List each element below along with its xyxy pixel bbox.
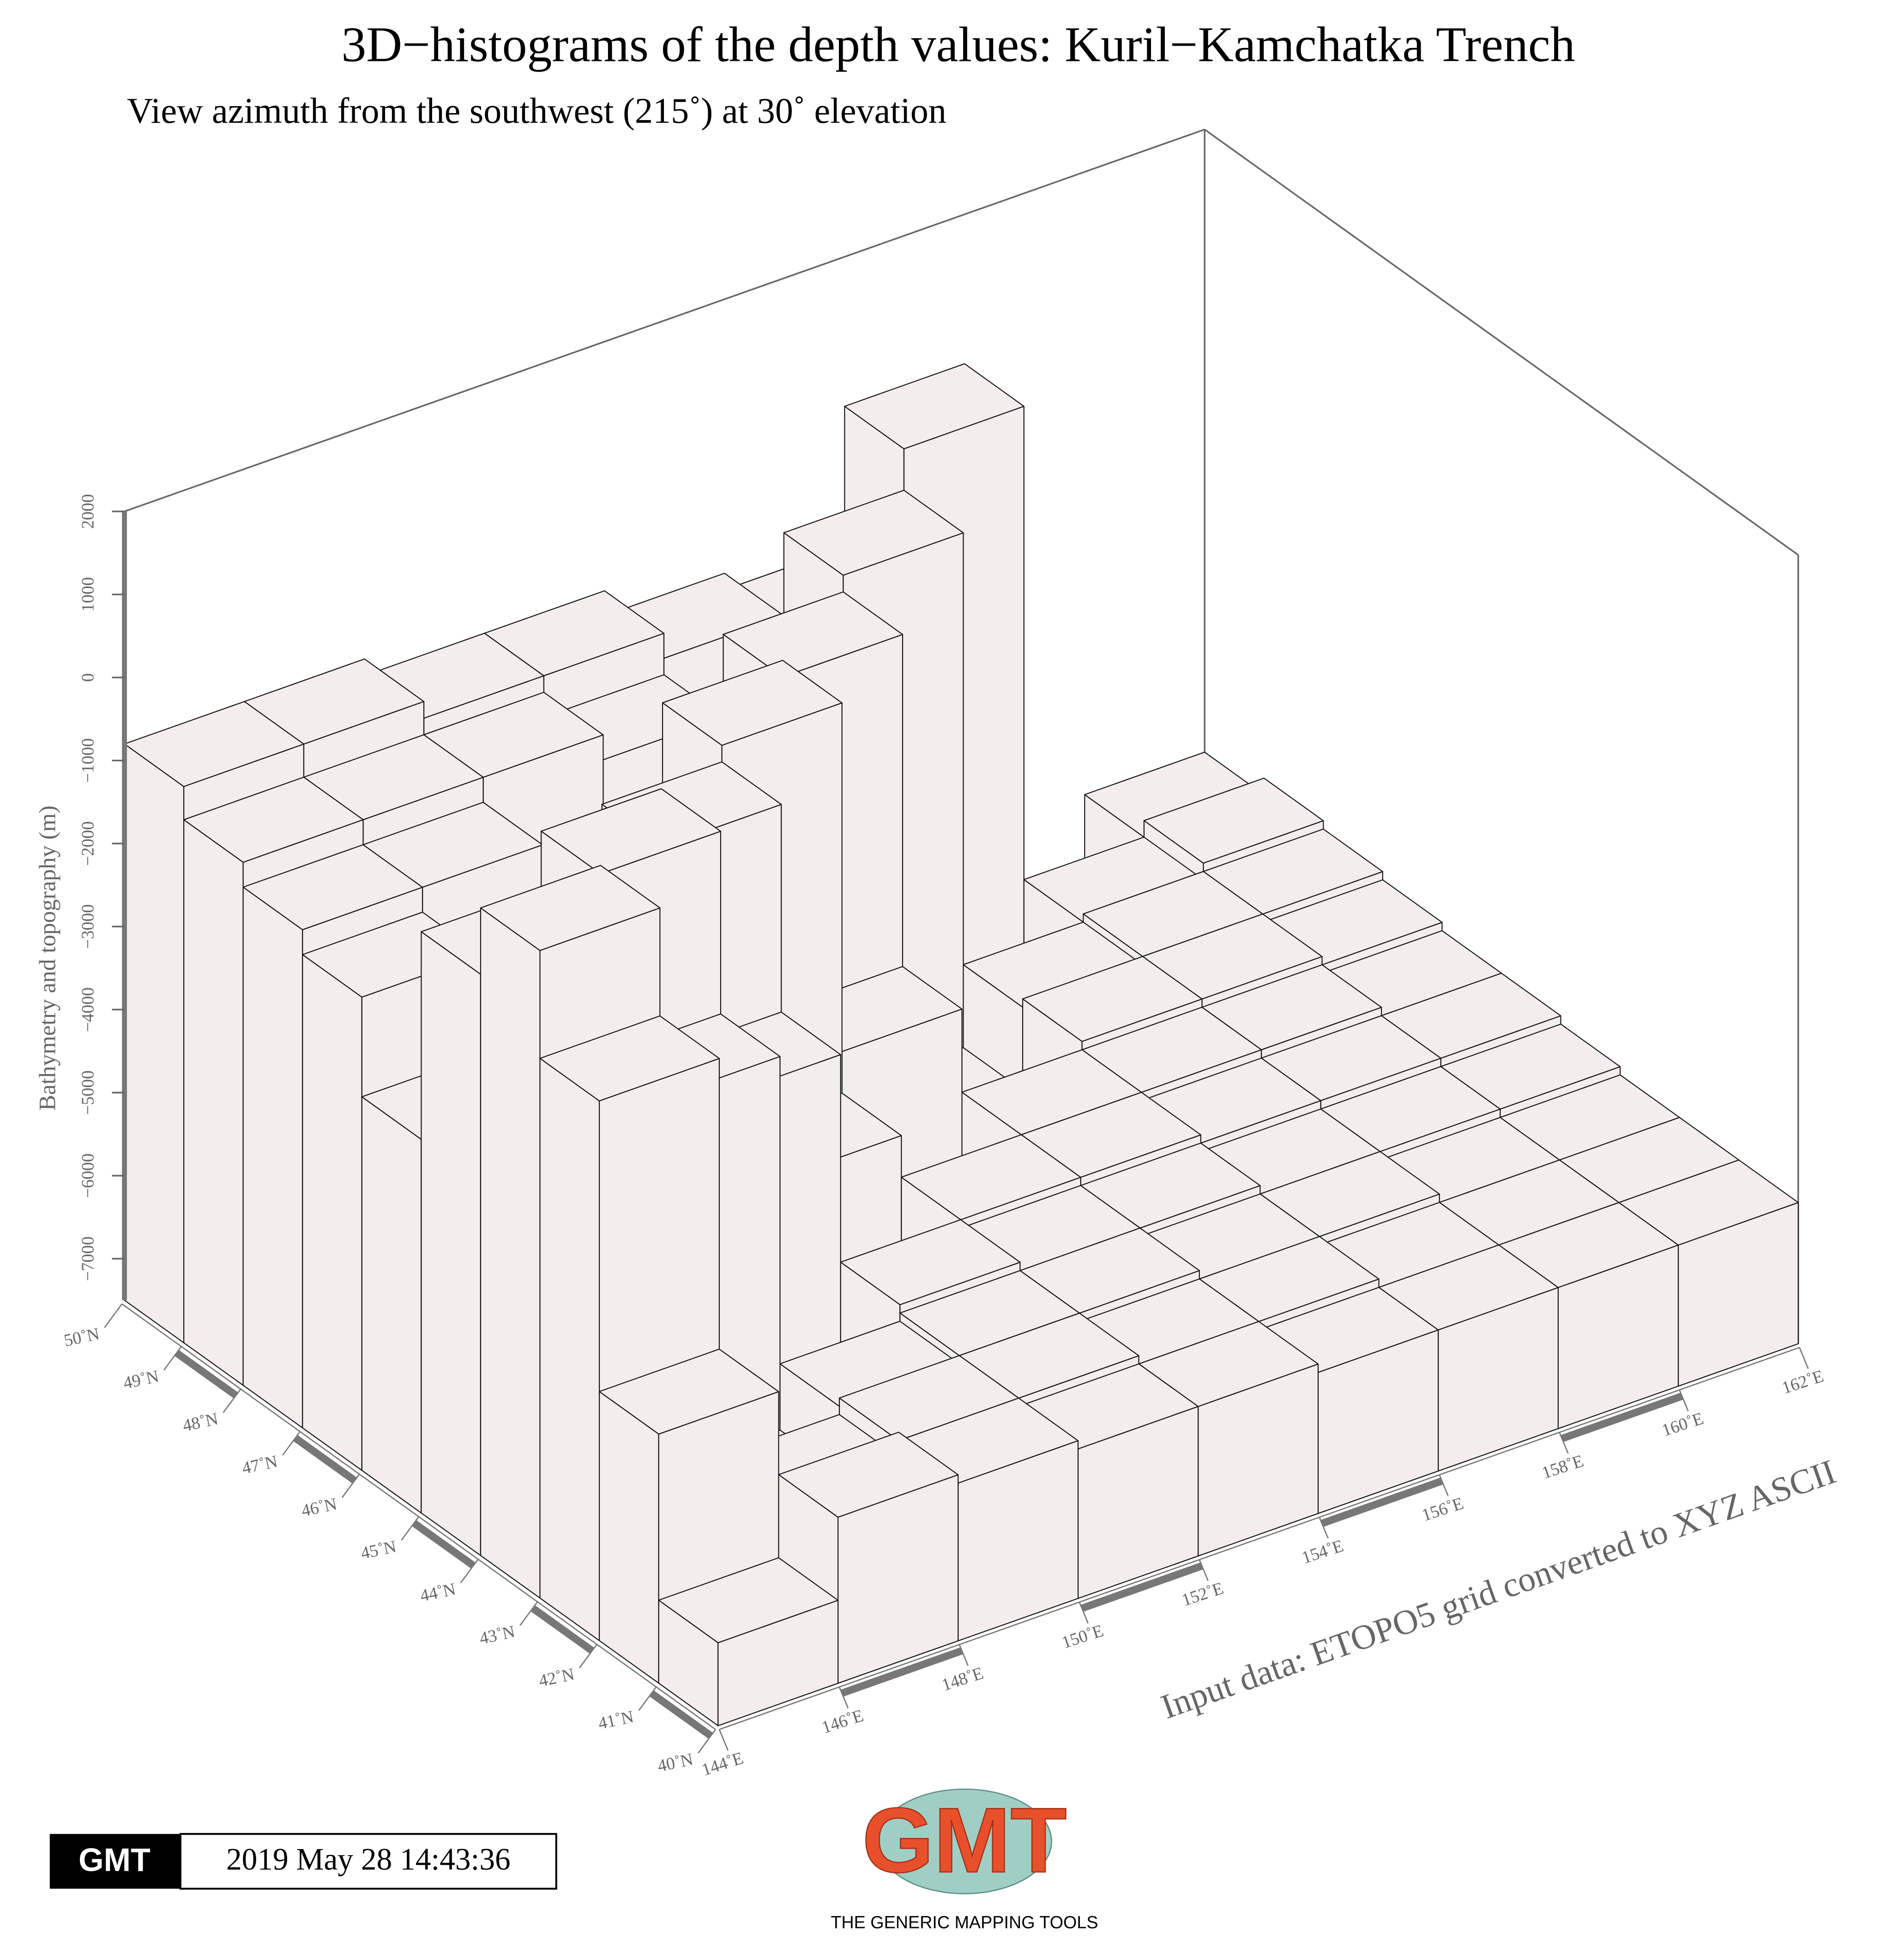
bar-west-face (242, 886, 303, 1429)
z-tick-label: −6000 (78, 1153, 98, 1198)
lon-tick (718, 1729, 729, 1751)
z-tick-label: −2000 (78, 821, 98, 866)
lat-tick (698, 1729, 716, 1754)
lat-tick (341, 1473, 360, 1498)
timestamp: 2019 May 28 14:43:36 (226, 1842, 511, 1877)
bar-west-face (183, 819, 244, 1386)
bar-top-face (599, 1348, 779, 1435)
lon-tick (958, 1644, 969, 1666)
frame-edge (124, 128, 1205, 512)
bar-top-face (723, 591, 904, 678)
lat-tick (282, 1431, 301, 1456)
lon-tick (1079, 1602, 1089, 1624)
lat-tick (163, 1346, 182, 1371)
lat-tick (578, 1644, 597, 1669)
lon-tick (1319, 1517, 1329, 1539)
lat-tick (401, 1516, 420, 1541)
bar-west-face (539, 1057, 600, 1641)
chart-subtitle: View azimuth from the southwest (215˚) a… (127, 90, 946, 131)
bar-top-face (541, 788, 721, 874)
lon-tick (1199, 1559, 1209, 1581)
lon-frame-segment (1320, 1478, 1443, 1527)
z-tick-label: −4000 (78, 987, 98, 1032)
bar-west-face (361, 1096, 422, 1514)
bar-top-face (1143, 777, 1324, 864)
bar-top-face (844, 363, 1024, 450)
timestamp-logo: GMT (78, 1842, 151, 1878)
bar-west-face (480, 907, 541, 1599)
lat-tick (104, 1303, 123, 1328)
bar-top-face (783, 490, 964, 576)
bar-west-face (599, 1391, 659, 1684)
bar-top-face (480, 865, 661, 951)
z-tick-label: −1000 (78, 738, 98, 783)
logo-caption: THE GENERIC MAPPING TOOLS (831, 1912, 1098, 1932)
lon-tick (1799, 1347, 1809, 1369)
timestamp-logo-box (49, 1834, 181, 1889)
logo-globe (876, 1788, 1052, 1894)
lon-tick (1679, 1389, 1689, 1411)
logo-mark: GMT (862, 1789, 1066, 1892)
z-tick-label: 2000 (78, 494, 98, 529)
bar-west-face (421, 931, 482, 1556)
lon-tick (1559, 1432, 1569, 1454)
z-tick-label: 1000 (78, 577, 98, 612)
lat-axis-line (121, 1303, 716, 1730)
lon-axis-line (719, 1347, 1800, 1730)
bar-top-face (124, 701, 305, 787)
lat-tick (638, 1686, 657, 1711)
bar-top-face (662, 660, 843, 746)
z-tick-label: −5000 (78, 1070, 98, 1115)
bar-top-face (183, 776, 364, 863)
lat-frame-segment (649, 1690, 713, 1739)
lat-frame-segment (293, 1435, 357, 1484)
z-axis-label: Bathymetry and topography (m) (35, 805, 61, 1111)
bar-top-face (658, 1557, 839, 1644)
lon-frame-segment (1561, 1393, 1683, 1442)
bar-west-face (302, 954, 362, 1471)
bar-top-face (840, 1219, 1021, 1305)
lon-frame-segment (1080, 1562, 1203, 1612)
lat-tick (519, 1601, 538, 1626)
chart-title: 3D−histograms of the depth values: Kuril… (341, 18, 1575, 72)
bars-layer (124, 363, 1799, 1726)
bar-west-face (124, 743, 185, 1344)
bar-top-face (242, 844, 423, 931)
lat-frame-segment (530, 1605, 594, 1654)
lat-frame-segment (411, 1520, 476, 1569)
bar-top-face (778, 1431, 959, 1518)
bar-top-face (1022, 956, 1203, 1042)
timestamp-box (179, 1833, 557, 1890)
lat-tick (460, 1559, 479, 1584)
lat-frame-segment (174, 1350, 238, 1399)
z-tick-label: −7000 (78, 1237, 98, 1281)
lat-tick (223, 1388, 241, 1413)
z-tick-label: 0 (78, 673, 98, 682)
lon-tick (1439, 1474, 1449, 1496)
lon-tick (838, 1687, 849, 1709)
bar-top-face (539, 1015, 720, 1102)
z-tick-label: −3000 (78, 904, 98, 949)
lon-frame-segment (840, 1647, 963, 1697)
frame-edge (1204, 129, 1799, 556)
bar-top-face (901, 1134, 1081, 1220)
